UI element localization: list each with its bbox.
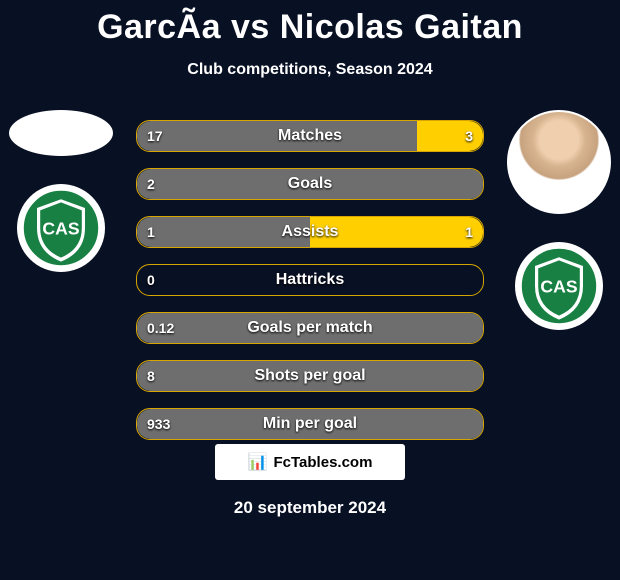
stat-row: 0Hattricks xyxy=(136,264,484,296)
svg-text:CAS: CAS xyxy=(42,218,79,238)
comparison-card: GarcÃ­a vs Nicolas Gaitan Club competiti… xyxy=(0,0,620,580)
stat-value-right: 3 xyxy=(465,121,473,151)
stat-label: Min per goal xyxy=(137,409,483,439)
stats-container: 17Matches3 2Goals 1Assists1 0Hattricks 0.12G… xyxy=(136,120,484,456)
stat-label: Assists xyxy=(137,217,483,247)
stat-label: Goals per match xyxy=(137,313,483,343)
player-right-column: CAS xyxy=(504,110,614,330)
svg-text:CAS: CAS xyxy=(540,276,577,296)
stat-label: Matches xyxy=(137,121,483,151)
stat-row: 8Shots per goal xyxy=(136,360,484,392)
stat-row: 2Goals xyxy=(136,168,484,200)
stat-row: 933Min per goal xyxy=(136,408,484,440)
player-right-club-badge: CAS xyxy=(515,242,603,330)
stat-row: 17Matches3 xyxy=(136,120,484,152)
brand-text: FcTables.com xyxy=(274,454,373,471)
stat-row: 1Assists1 xyxy=(136,216,484,248)
chart-icon: 📊 xyxy=(248,452,268,472)
stat-row: 0.12Goals per match xyxy=(136,312,484,344)
brand-badge[interactable]: 📊 FcTables.com xyxy=(215,444,405,480)
stat-label: Hattricks xyxy=(137,265,483,295)
player-left-club-badge: CAS xyxy=(17,184,105,272)
player-right-avatar xyxy=(507,110,611,214)
footer-date: 20 september 2024 xyxy=(0,498,620,518)
stat-value-right: 1 xyxy=(465,217,473,247)
player-left-avatar xyxy=(9,110,113,156)
page-subtitle: Club competitions, Season 2024 xyxy=(0,61,620,79)
stat-label: Shots per goal xyxy=(137,361,483,391)
stat-label: Goals xyxy=(137,169,483,199)
shield-icon: CAS xyxy=(21,188,101,268)
shield-icon: CAS xyxy=(519,246,599,326)
player-left-column: CAS xyxy=(6,110,116,272)
page-title: GarcÃ­a vs Nicolas Gaitan xyxy=(0,0,620,47)
